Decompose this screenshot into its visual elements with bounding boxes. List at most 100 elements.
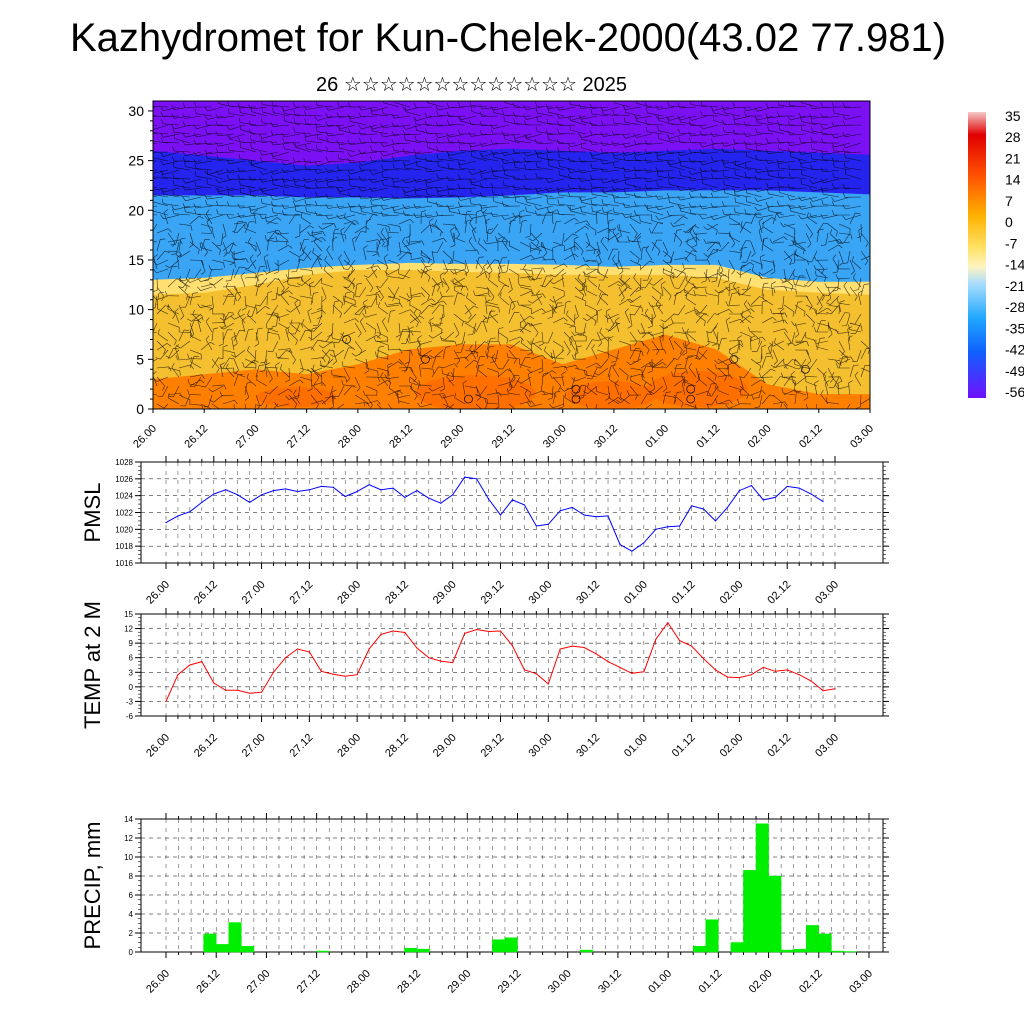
data-point [368, 648, 370, 650]
data-point [404, 496, 406, 498]
x-tick-label: 27.12 [295, 968, 323, 996]
data-point [440, 502, 442, 504]
data-point [225, 489, 227, 491]
x-tick-label: 02.00 [718, 579, 746, 607]
y-tick-label: 1024 [115, 492, 133, 501]
colorbar-label: 28 [1005, 129, 1021, 145]
data-point [428, 657, 430, 659]
data-point [607, 515, 609, 517]
x-tick-label: 29.00 [445, 968, 473, 996]
data-point [392, 487, 394, 489]
x-tick-label: 03.00 [813, 732, 841, 760]
heatmap-y-tick-label: 25 [128, 153, 144, 169]
data-point [452, 661, 454, 664]
data-point [535, 673, 537, 675]
data-point [249, 692, 251, 694]
data-point [499, 514, 502, 516]
precip-bar [580, 949, 594, 953]
data-point [296, 648, 299, 650]
data-point [822, 500, 824, 503]
heatmap-x-tick-label: 03.00 [848, 423, 876, 451]
heatmap-warm-blob [415, 375, 536, 409]
precip-bar [805, 925, 820, 953]
data-point [798, 487, 800, 489]
precip-bar [705, 919, 719, 953]
precip-bar [768, 875, 782, 953]
x-tick-label: 30.12 [574, 579, 602, 607]
temp-panel-ylabel: TEMP at 2 M [80, 601, 105, 729]
y-tick-label: 15 [124, 610, 133, 619]
x-tick-label: 28.12 [383, 579, 411, 607]
chart-subtitle: 26 ☆☆☆☆☆☆☆☆☆☆☆☆☆ 2025 [316, 74, 627, 96]
x-tick-label: 30.00 [546, 968, 574, 996]
data-point [189, 664, 191, 666]
heatmap-y-tick-label: 20 [128, 202, 144, 218]
pmsl-panel: 1016 1018 1020 1022 1024 1026 1028 26.00 26.12 27… [80, 456, 889, 607]
colorbar-label: 35 [1005, 108, 1021, 124]
data-point [320, 485, 322, 488]
data-point [499, 630, 502, 632]
x-tick-label: 02.12 [765, 579, 793, 607]
data-point [237, 689, 239, 691]
colorbar-label: 21 [1005, 150, 1021, 166]
data-point [655, 638, 657, 640]
data-point [559, 510, 561, 512]
data-point [464, 632, 466, 635]
x-tick-label: 01.12 [670, 732, 698, 760]
x-tick-label: 26.12 [192, 579, 220, 607]
y-tick-label: 14 [124, 815, 133, 824]
data-point [165, 700, 167, 703]
heatmap-x-tick-label: 26.00 [131, 423, 159, 451]
data-point [452, 494, 454, 496]
calm-wind-circle [421, 354, 430, 364]
data-point [440, 660, 442, 662]
heatmap-warm-blob [566, 381, 657, 409]
heatmap-panel: 0 5 10 15 20 25 30 26.00 26.12 27.00 27.12 28.00 28.… [128, 100, 876, 451]
x-tick-label: 28.00 [335, 732, 363, 760]
data-point [535, 525, 537, 527]
data-point [547, 683, 549, 685]
heatmap-x-tick-label: 30.00 [541, 423, 569, 451]
colorbar-gradient [968, 112, 986, 398]
data-point [284, 488, 287, 490]
calm-wind-circle [686, 384, 696, 394]
heatmap-fill [153, 101, 870, 409]
data-point [750, 674, 752, 676]
data-point [595, 516, 597, 518]
precip-bar [492, 939, 506, 953]
temp-panel-frame [140, 613, 884, 717]
data-point [356, 674, 358, 676]
precip-bar [215, 944, 230, 953]
data-point [667, 622, 669, 624]
heatmap-x-tick-label: 02.00 [746, 423, 774, 451]
data-point [308, 651, 310, 653]
precip-bar [404, 947, 418, 953]
x-tick-label: 02.12 [765, 732, 793, 760]
y-tick-label: 3 [129, 668, 134, 677]
data-point [810, 493, 812, 495]
precip-bar [316, 950, 330, 953]
x-tick-label: 26.12 [194, 968, 222, 996]
x-tick-label: 29.00 [431, 732, 459, 760]
x-tick-label: 26.00 [144, 579, 172, 607]
data-point [416, 647, 418, 649]
y-tick-label: 9 [129, 639, 134, 648]
heatmap-y-tick-label: 15 [128, 252, 144, 268]
precip-bar [228, 922, 242, 953]
data-point [165, 522, 167, 524]
heatmap-x-tick-label: 02.12 [797, 423, 825, 451]
data-point [679, 640, 681, 642]
calm-wind-circle [729, 354, 739, 364]
data-point [320, 670, 322, 672]
data-point [237, 494, 239, 496]
y-tick-label: 12 [124, 834, 133, 843]
precip-panel-ylabel: PRECIP, mm [80, 822, 105, 950]
data-point [786, 669, 788, 671]
data-point [464, 476, 466, 478]
data-point [643, 542, 645, 544]
colorbar-label: 0 [1005, 214, 1013, 230]
y-tick-label: -6 [126, 712, 134, 721]
x-tick-label: 27.12 [288, 732, 316, 760]
x-tick-label: 30.12 [596, 968, 624, 996]
